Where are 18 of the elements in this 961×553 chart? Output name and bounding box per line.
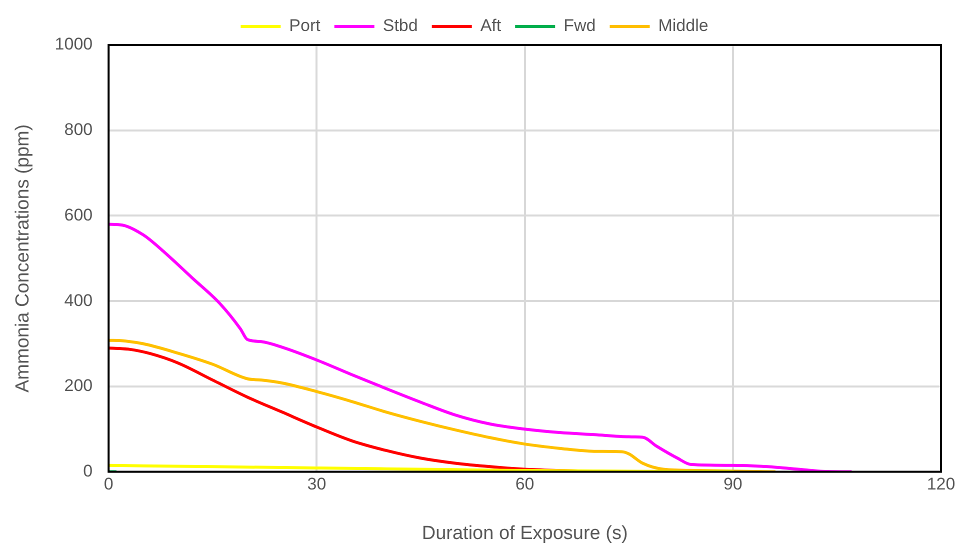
y-tick-label: 1000 [54, 34, 93, 54]
y-tick-label: 400 [64, 290, 93, 310]
y-tick-label: 0 [83, 461, 93, 480]
x-axis-title: Duration of Exposure (s) [422, 522, 628, 544]
x-tick-label: 90 [723, 474, 742, 494]
legend-label: Stbd [382, 16, 418, 36]
legend-label: Port [289, 16, 321, 36]
y-tick-label: 800 [64, 120, 93, 140]
legend-label: Aft [480, 16, 502, 36]
y-tick-label: 600 [64, 205, 93, 224]
x-tick-label: 120 [926, 474, 956, 494]
legend-label: Middle [658, 16, 708, 36]
legend-label: Fwd [564, 16, 596, 36]
x-tick-label: 30 [307, 474, 326, 494]
x-tick-label: 0 [104, 474, 114, 494]
y-axis-title: Ammonia Concentrations (ppm) [12, 124, 34, 393]
y-tick-label: 200 [64, 376, 93, 396]
x-tick-label: 60 [515, 474, 534, 494]
